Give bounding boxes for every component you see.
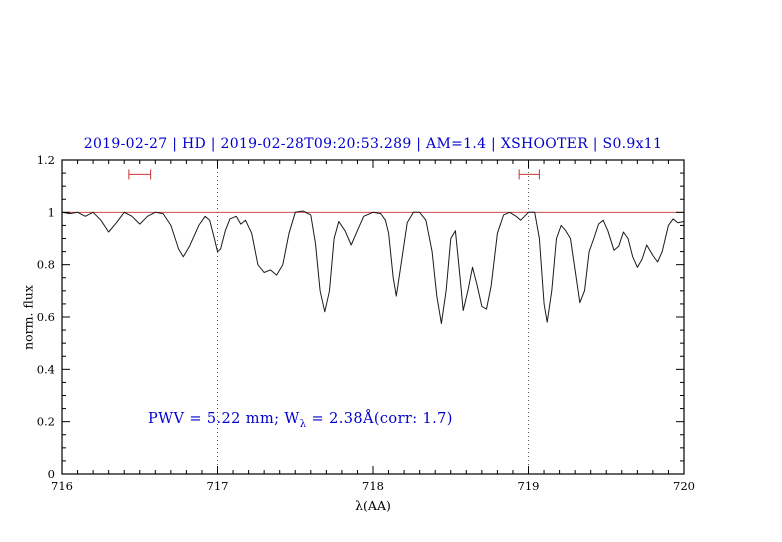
x-axis-label: λ(AA) [355, 498, 391, 513]
y-tick-label: 1.2 [37, 153, 55, 167]
x-tick-label: 720 [673, 479, 695, 493]
annotation-lambda-subscript: λ [299, 418, 307, 430]
y-tick-label: 0.8 [37, 258, 55, 272]
y-tick-label: 0.2 [37, 415, 55, 429]
x-tick-label: 719 [518, 479, 540, 493]
x-tick-label: 716 [51, 479, 73, 493]
annotation-suffix: = 2.38Å(corr: 1.7) [306, 411, 453, 427]
plot-title: 2019-02-27 | HD | 2019-02-28T09:20:53.28… [83, 136, 663, 152]
annotation-prefix: PWV = 5.22 mm; W [148, 411, 300, 427]
y-tick-label: 1 [48, 205, 55, 219]
y-tick-label: 0.6 [37, 310, 55, 324]
pwv-annotation: PWV = 5.22 mm; Wλ = 2.38Å(corr: 1.7) [148, 411, 453, 430]
y-tick-label: 0 [48, 467, 55, 481]
y-tick-label: 0.4 [37, 362, 55, 376]
spectrum-line [61, 210, 685, 324]
x-tick-label: 718 [362, 479, 384, 493]
y-axis-label: norm. flux [20, 285, 36, 350]
x-tick-label: 717 [207, 479, 229, 493]
